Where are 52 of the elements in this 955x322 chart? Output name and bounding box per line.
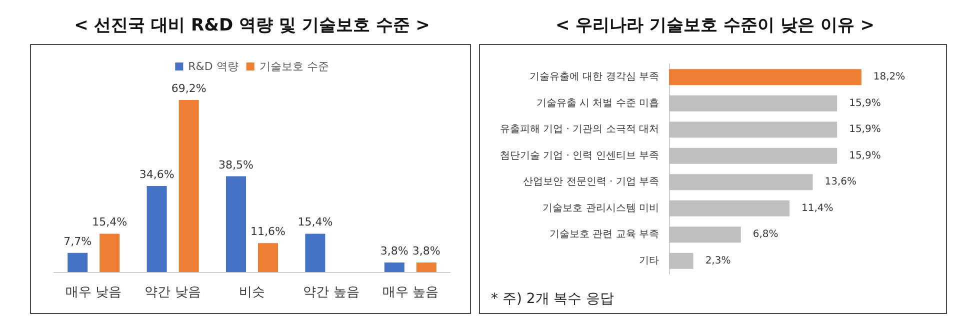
data-label: 3,8% xyxy=(380,244,408,258)
bar xyxy=(178,100,199,272)
data-label: 13,6% xyxy=(824,176,856,188)
y-tick-label: 기술유출 시 처벌 수준 미흡 xyxy=(536,98,659,109)
y-tick-label: 기타 xyxy=(638,255,659,266)
x-tick-label: 약간 낮음 xyxy=(144,285,201,300)
x-tick-label: 약간 높음 xyxy=(303,285,360,300)
x-tick-label: 매우 높음 xyxy=(382,285,438,300)
bar xyxy=(384,262,404,272)
y-tick-label: 첨단기술 기업 · 인력 인센티브 부족 xyxy=(500,150,659,162)
data-label: 34,6% xyxy=(139,168,174,181)
data-label: 6,8% xyxy=(752,229,778,240)
data-label: 3,8% xyxy=(412,244,440,258)
legend-label: 기술보호 수준 xyxy=(259,60,329,73)
data-label: 11,6% xyxy=(250,225,286,238)
x-tick-label: 비슷 xyxy=(239,285,265,300)
bar xyxy=(305,234,326,272)
bar xyxy=(68,252,88,272)
data-label: 38,5% xyxy=(218,158,254,172)
bar xyxy=(668,200,790,216)
bar xyxy=(100,234,120,272)
bar xyxy=(668,174,812,190)
data-label: 18,2% xyxy=(873,72,905,83)
data-label: 15,4% xyxy=(298,216,333,229)
x-tick-label: 매우 낮음 xyxy=(66,285,122,300)
data-label: 2,3% xyxy=(704,255,730,266)
bar xyxy=(668,69,862,86)
data-label: 15,9% xyxy=(848,124,880,136)
bar xyxy=(146,186,167,272)
bar xyxy=(416,262,436,272)
data-label: 69,2% xyxy=(171,82,206,95)
y-tick-label: 기술보호 관리시스템 미비 xyxy=(542,202,659,214)
data-label: 7,7% xyxy=(64,234,92,248)
bar xyxy=(668,252,693,269)
y-tick-label: 유출피해 기업 · 기관의 소극적 대처 xyxy=(500,124,659,136)
y-tick-label: 기술보호 관련 교육 부족 xyxy=(549,229,659,240)
legend-label: R&D 역량 xyxy=(188,60,238,73)
chart-title: < 우리나라 기술보호 수준이 낮은 이유 > xyxy=(555,16,874,36)
bar xyxy=(668,226,740,243)
data-label: 15,9% xyxy=(848,150,880,162)
data-label: 15,9% xyxy=(848,98,880,109)
y-tick-label: 산업보안 전문인력 · 기업 부족 xyxy=(522,176,659,188)
y-tick-label: 기술유출에 대한 경각심 부족 xyxy=(529,72,659,83)
text: * 주) 2개 복수 응답 xyxy=(490,291,614,307)
bar xyxy=(668,148,837,164)
data-label: 11,4% xyxy=(801,202,833,214)
bar xyxy=(258,243,278,272)
bar xyxy=(668,122,837,138)
bar xyxy=(668,95,837,112)
data-label: 15,4% xyxy=(92,216,128,229)
chart-title: < 선진국 대비 R&D 역량 및 기술보호 수준 > xyxy=(74,16,430,36)
bar xyxy=(226,176,246,272)
